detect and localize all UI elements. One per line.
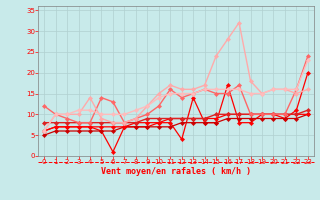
X-axis label: Vent moyen/en rafales ( km/h ): Vent moyen/en rafales ( km/h ) [101,167,251,176]
